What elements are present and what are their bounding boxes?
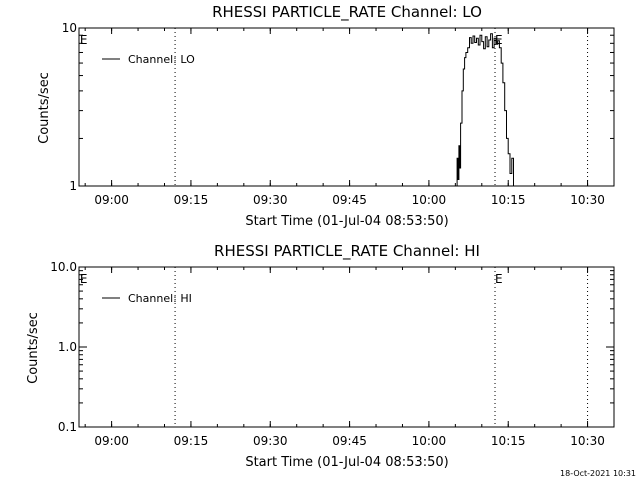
y-tick-label-lo: 10 [62, 21, 77, 35]
x-tick-label-lo: 09:15 [174, 193, 209, 207]
x-axis-title-hi: Start Time (01-Jul-04 08:53:50) [245, 455, 448, 470]
event-marker-hi: E [495, 272, 503, 286]
x-tick-label-hi: 09:15 [174, 434, 209, 448]
plot-frame-hi [78, 266, 615, 428]
chart-title-hi: RHESSI PARTICLE_RATE Channel: HI [214, 242, 480, 261]
event-marker-lo: E [80, 33, 88, 47]
y-tick-label-hi: 0.1 [58, 420, 77, 434]
x-tick-label-lo: 09:30 [253, 193, 288, 207]
x-tick-label-lo: 09:45 [332, 193, 367, 207]
y-axis-title-lo: Counts/sec [37, 72, 52, 144]
legend-label-hi: Channel: HI [128, 292, 192, 305]
event-marker-lo: E [495, 33, 503, 47]
y-axis-title-hi: Counts/sec [26, 312, 41, 384]
x-tick-label-hi: 10:15 [491, 434, 526, 448]
x-tick-label-lo: 09:00 [94, 193, 129, 207]
legend-label-lo: Channel: LO [128, 53, 195, 66]
x-tick-label-lo: 10:30 [570, 193, 605, 207]
timestamp: 18-Oct-2021 10:31 [560, 469, 636, 478]
x-tick-label-lo: 10:15 [491, 193, 526, 207]
chart-title-lo: RHESSI PARTICLE_RATE Channel: LO [212, 3, 482, 22]
event-marker-hi: E [80, 272, 88, 286]
x-tick-label-lo: 10:00 [412, 193, 447, 207]
y-tick-label-hi: 10.0 [50, 260, 77, 274]
series-line-lo [455, 33, 514, 187]
y-tick-label-lo: 1 [69, 179, 77, 193]
x-tick-label-hi: 10:30 [570, 434, 605, 448]
x-tick-label-hi: 09:45 [332, 434, 367, 448]
x-tick-label-hi: 09:00 [94, 434, 129, 448]
x-tick-label-hi: 10:00 [412, 434, 447, 448]
y-tick-label-hi: 1.0 [58, 340, 77, 354]
plot-frame-lo [78, 27, 615, 187]
x-tick-label-hi: 09:30 [253, 434, 288, 448]
x-axis-title-lo: Start Time (01-Jul-04 08:53:50) [245, 214, 448, 229]
